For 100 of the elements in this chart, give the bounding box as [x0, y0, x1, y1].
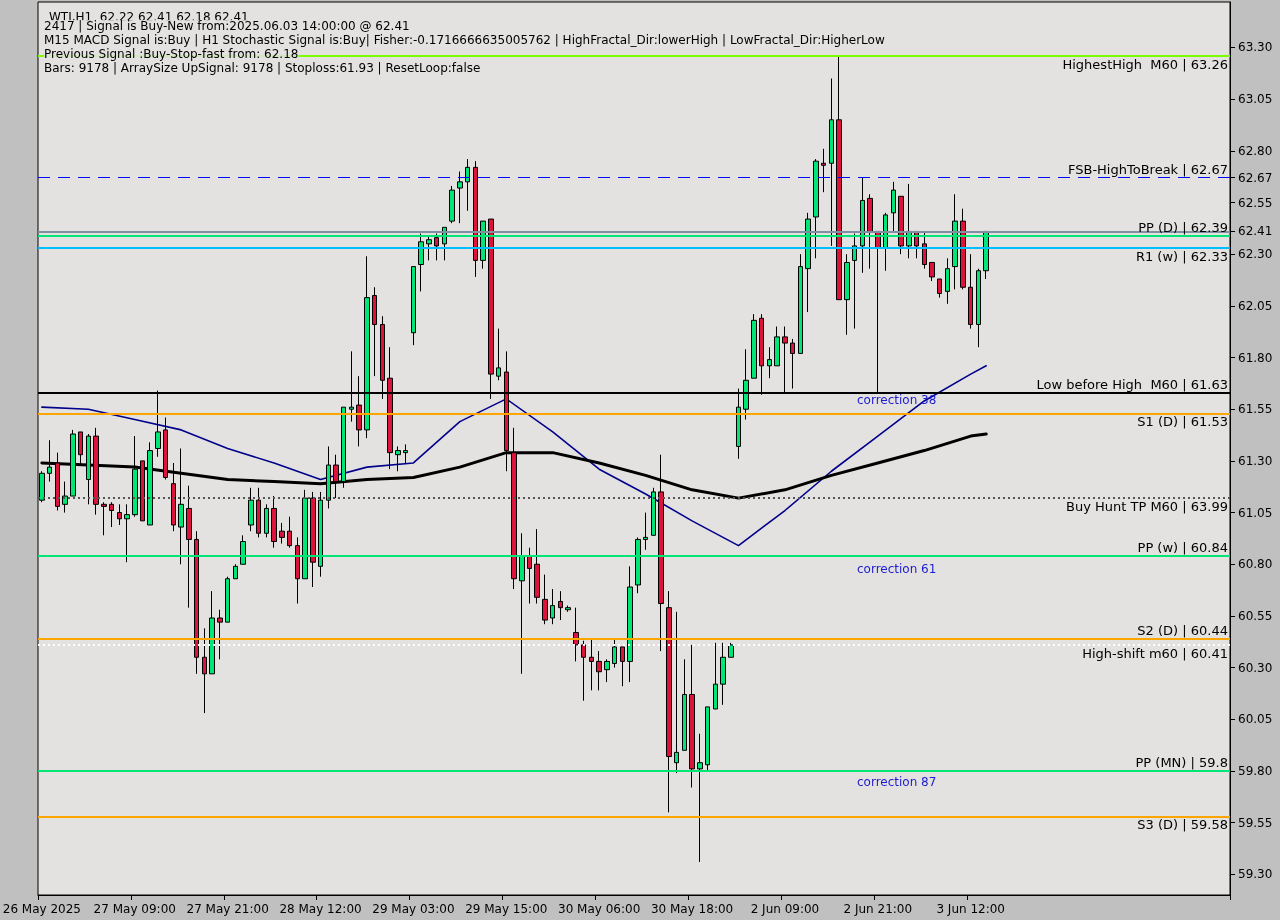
x-tick-label: 29 May 15:00	[465, 902, 548, 916]
candlestick	[682, 658, 687, 751]
candlestick	[457, 171, 463, 224]
candlestick	[109, 501, 114, 528]
x-tick-label: 3 Jun 12:00	[936, 902, 1006, 916]
y-tick-label: 59.30	[1238, 867, 1273, 882]
candlestick	[720, 642, 726, 706]
candlestick	[271, 495, 277, 549]
candlestick	[798, 253, 803, 354]
candlestick	[627, 565, 633, 683]
candlestick	[867, 193, 873, 270]
candlestick	[542, 574, 548, 625]
x-tick-label: 30 May 18:00	[650, 902, 734, 916]
candlestick	[248, 487, 254, 532]
y-tick-label: 62.05	[1238, 298, 1273, 313]
y-tick-label: 61.05	[1238, 505, 1273, 520]
candlestick	[581, 640, 586, 702]
candlestick	[790, 338, 795, 390]
x-tick-label: 29 May 03:00	[372, 902, 455, 916]
ref-line-label: Low before High M60 | 61.63	[1036, 376, 1228, 392]
y-tick-label: 61.55	[1238, 402, 1273, 417]
y-tick-label: 60.55	[1238, 608, 1273, 623]
candlestick	[403, 443, 408, 464]
annotation: Previous Signal :Buy-Stop-fast from: 62.18	[44, 47, 299, 61]
candlestick	[209, 590, 215, 675]
candlestick	[295, 536, 300, 605]
ref-line-label: PP (w) | 60.84	[1137, 539, 1228, 555]
candlestick	[713, 642, 718, 710]
y-tick-label: 61.80	[1238, 350, 1273, 365]
candlestick	[101, 501, 107, 536]
ref-line-label: FSB-HighToBreak | 62.67	[1067, 161, 1228, 177]
candlestick	[534, 528, 540, 605]
ref-line-label: S1 (D) | 61.53	[1137, 414, 1228, 430]
annotation: M15 MACD Signal is:Buy | H1 Stochastic Signal is:Buy| Fisher:-0.1716666635005762 | HighFractal_Dir:lowerHigh | LowFractal_Dir:HigherLow	[44, 33, 885, 47]
candlestick	[960, 208, 966, 290]
y-tick-label: 59.55	[1238, 815, 1273, 830]
y-tick-label: 62.80	[1238, 143, 1273, 158]
candlestick	[604, 658, 610, 683]
x-tick-label: 2 Jun 21:00	[843, 902, 913, 916]
annotation: correction 87	[857, 775, 937, 789]
candlestick	[891, 181, 896, 232]
ref-line-label: S2 (D) | 60.44	[1137, 622, 1228, 638]
candlestick	[372, 286, 377, 377]
candlestick	[844, 253, 850, 336]
ref-line-label: S3 (D) | 59.58	[1137, 817, 1228, 833]
candlestick	[279, 522, 285, 545]
candlestick	[620, 646, 625, 687]
candlestick	[310, 491, 316, 588]
y-tick-label: 62.55	[1238, 195, 1273, 210]
candlestick	[945, 257, 950, 305]
ref-line-label: Buy Hunt TP M60 | 63.99	[1066, 499, 1228, 515]
y-tick-label: 60.80	[1238, 557, 1273, 572]
candlestick	[666, 590, 672, 813]
candlestick	[411, 266, 416, 346]
ref-line-label: PP (D) | 62.39	[1138, 219, 1228, 235]
candlestick	[47, 439, 52, 483]
y-tick-label: 63.05	[1238, 92, 1273, 107]
candlestick	[233, 563, 238, 580]
candlestick	[596, 650, 602, 691]
candlestick	[589, 638, 594, 691]
candlestick	[473, 160, 478, 278]
candlestick	[202, 627, 207, 714]
candlestick	[264, 503, 269, 538]
candlestick	[751, 313, 757, 379]
candlestick	[558, 590, 563, 621]
ref-line-label: High-shift m60 | 60.41	[1082, 645, 1228, 661]
candlestick	[62, 481, 68, 514]
y-tick-label: 61.30	[1238, 453, 1273, 468]
ref-line-label: R1 (w) | 62.33	[1135, 248, 1228, 264]
candlestick	[728, 642, 734, 658]
candlestick	[922, 230, 927, 270]
candlestick	[550, 588, 555, 625]
candlestick	[968, 253, 973, 330]
y-tick-label: 60.05	[1238, 712, 1273, 727]
candlestick	[434, 233, 439, 261]
y-tick-label: 63.30	[1238, 40, 1273, 55]
ref-line-label: HighestHigh M60 | 63.26	[1062, 56, 1228, 72]
x-tick-label: 27 May 21:00	[186, 902, 269, 916]
ref-line-label: PP (MN) | 59.8	[1135, 754, 1228, 770]
candlestick	[821, 148, 826, 193]
y-tick-label: 62.30	[1238, 247, 1273, 262]
candlestick	[256, 487, 261, 538]
x-tick-label: 28 May 12:00	[279, 902, 362, 916]
candlestick	[395, 445, 401, 472]
candlestick	[612, 638, 617, 669]
x-tick-label: 26 May 2025	[2, 902, 81, 916]
candlestick	[774, 326, 780, 367]
candlestick	[496, 328, 501, 381]
candlestick	[287, 516, 292, 549]
candlestick	[194, 530, 199, 675]
y-tick-label: 62.67	[1238, 170, 1273, 185]
line-series	[41, 365, 987, 547]
candlestick	[449, 185, 455, 224]
x-tick-label: 2 Jun 09:00	[750, 902, 820, 916]
candlestick	[565, 605, 571, 613]
annotation: Bars: 9178 | ArraySize UpSignal: 9178 | Stoploss:61.93 | ResetLoop:false	[44, 61, 481, 75]
candlestick	[976, 268, 981, 348]
candlestick	[225, 576, 230, 623]
candlestick	[767, 346, 772, 379]
candlestick	[186, 485, 192, 609]
